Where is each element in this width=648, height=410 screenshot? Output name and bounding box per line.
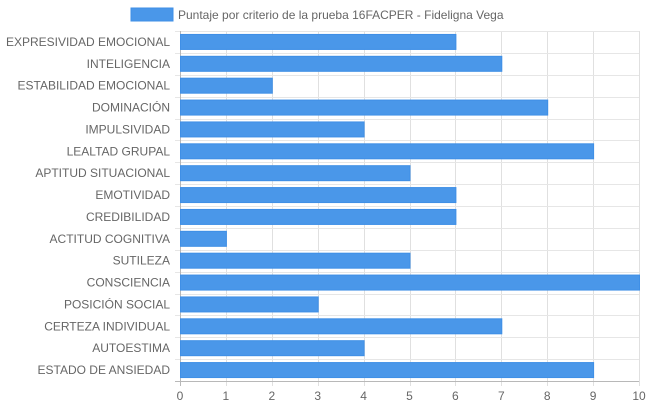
category-label: CONSCIENCIA <box>87 276 170 290</box>
bar[interactable] <box>180 33 457 50</box>
bar[interactable] <box>180 121 365 138</box>
category-label: SUTILEZA <box>113 254 170 268</box>
bar[interactable] <box>180 55 503 72</box>
bar[interactable] <box>180 77 273 94</box>
bar[interactable] <box>180 208 457 225</box>
bar[interactable] <box>180 340 365 357</box>
category-label: EXPRESIVIDAD EMOCIONAL <box>6 35 170 49</box>
x-tick-label: 0 <box>177 389 184 403</box>
category-labels: EXPRESIVIDAD EMOCIONAL INTELIGENCIA ESTABI… <box>6 35 170 377</box>
category-label: ACTITUD COGNITIVA <box>50 232 170 246</box>
category-label: ESTADO DE ANSIEDAD <box>38 363 171 377</box>
bar[interactable] <box>180 165 411 182</box>
legend-swatch[interactable] <box>130 7 174 22</box>
x-tick-label: 5 <box>406 389 413 403</box>
category-label: LEALTAD GRUPAL <box>67 144 171 158</box>
bar[interactable] <box>180 318 503 335</box>
category-label: CREDIBILIDAD <box>86 210 170 224</box>
bar[interactable] <box>180 362 595 379</box>
x-tick-label: 2 <box>268 389 275 403</box>
x-tick-label: 10 <box>632 389 646 403</box>
x-tick-label: 7 <box>498 389 505 403</box>
bar[interactable] <box>180 143 595 160</box>
value-tick-labels: 0 1 2 3 4 5 6 7 8 9 10 <box>177 389 646 403</box>
bar[interactable] <box>180 274 640 291</box>
x-tick-label: 6 <box>452 389 459 403</box>
category-label: ESTABILIDAD EMOCIONAL <box>18 79 171 93</box>
category-label: DOMINACIÓN <box>92 100 170 115</box>
x-tick-label: 1 <box>223 389 230 403</box>
bar[interactable] <box>180 187 457 204</box>
legend-label[interactable]: Puntaje por criterio de la prueba 16FACP… <box>178 8 504 22</box>
category-label: APTITUD SITUACIONAL <box>35 166 170 180</box>
x-tick-label: 9 <box>590 389 597 403</box>
x-tick-label: 8 <box>544 389 551 403</box>
legend[interactable]: Puntaje por criterio de la prueba 16FACP… <box>130 7 504 22</box>
bar[interactable] <box>180 252 411 269</box>
category-label: AUTOESTIMA <box>92 341 170 355</box>
bar[interactable] <box>180 296 319 313</box>
category-label: EMOTIVIDAD <box>95 188 170 202</box>
category-label: POSICIÓN SOCIAL <box>64 296 170 311</box>
x-tick-label: 3 <box>314 389 321 403</box>
bars <box>180 33 640 379</box>
x-tick-label: 4 <box>360 389 367 403</box>
bar[interactable] <box>180 99 549 116</box>
bar[interactable] <box>180 230 227 247</box>
category-label: IMPULSIVIDAD <box>85 122 170 136</box>
category-label: CERTEZA INDIVIDUAL <box>44 319 170 333</box>
grid <box>175 31 640 386</box>
category-label: INTELIGENCIA <box>87 57 170 71</box>
